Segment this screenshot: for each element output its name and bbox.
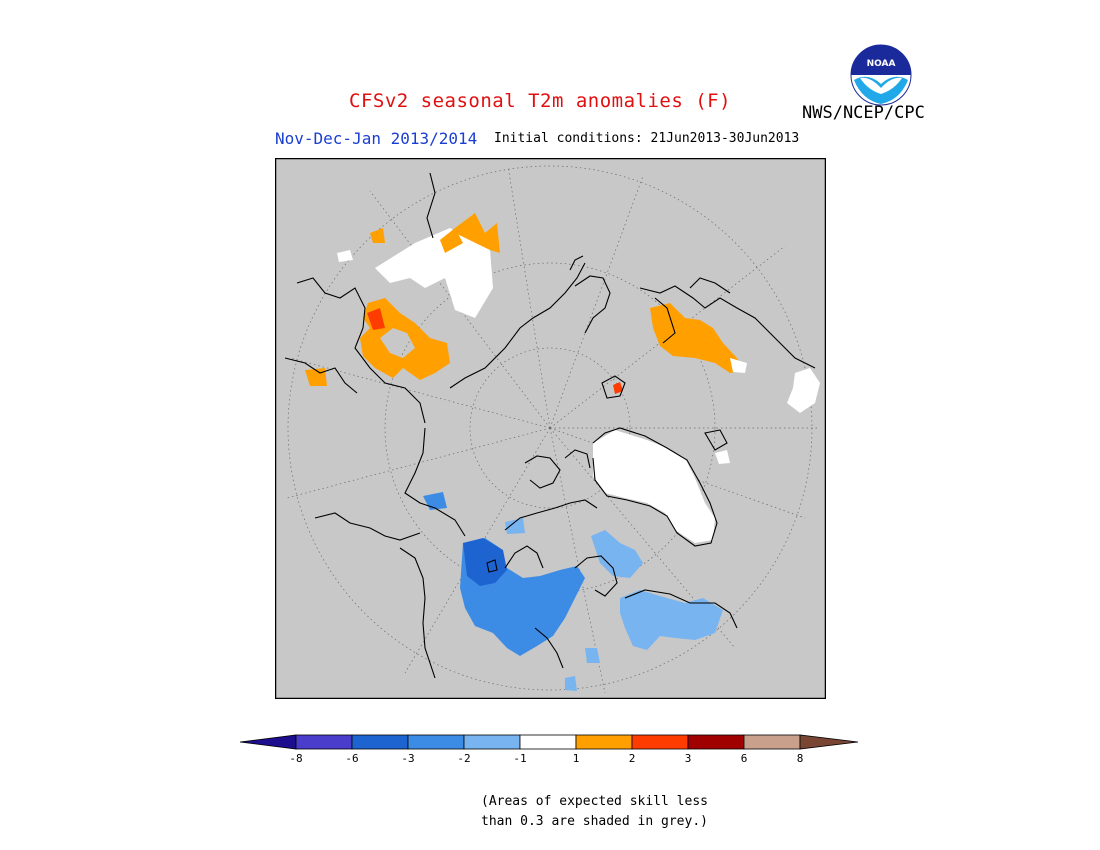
initial-conditions: Initial conditions: 21Jun2013-30Jun2013 [494,131,800,146]
north-america-anomaly [423,492,723,691]
skill-note: (Areas of expected skill less than 0.3 a… [481,792,708,832]
colorbar-cell [519,734,577,750]
agency-label: NWS/NCEP/CPC [802,103,925,123]
colorbar [239,734,859,750]
colorbar-cell [743,734,801,750]
coastlines [284,172,816,679]
colorbar-cell [351,734,409,750]
skill-note-line: than 0.3 are shaded in grey.) [481,814,708,829]
noaa-logo: NOAA [850,44,912,106]
colorbar-cell [687,734,745,750]
colorbar-cell [463,734,521,750]
colorbar-label: -1 [513,752,527,765]
colorbar-label: 3 [684,752,692,765]
siberia-anomaly [305,213,500,386]
map-title: CFSv2 seasonal T2m anomalies (F) [349,90,732,112]
colorbar-label: 2 [628,752,636,765]
colorbar-label: -2 [457,752,471,765]
skill-note-line: (Areas of expected skill less [481,794,708,809]
colorbar-label: -3 [401,752,415,765]
colorbar-label: 8 [796,752,804,765]
forecast-period: Nov-Dec-Jan 2013/2014 [275,129,478,148]
colorbar-cell [295,734,353,750]
colorbar-label: -8 [289,752,303,765]
colorbar-cell [575,734,633,750]
noaa-logo-text: NOAA [867,59,896,69]
europe-anomaly [613,303,820,413]
colorbar-label: 1 [572,752,580,765]
polar-map [275,158,826,699]
colorbar-low-arrow [239,734,297,750]
colorbar-cell [407,734,465,750]
colorbar-high-arrow [799,734,859,750]
colorbar-cell [631,734,689,750]
colorbar-label: 6 [740,752,748,765]
colorbar-label: -6 [345,752,359,765]
